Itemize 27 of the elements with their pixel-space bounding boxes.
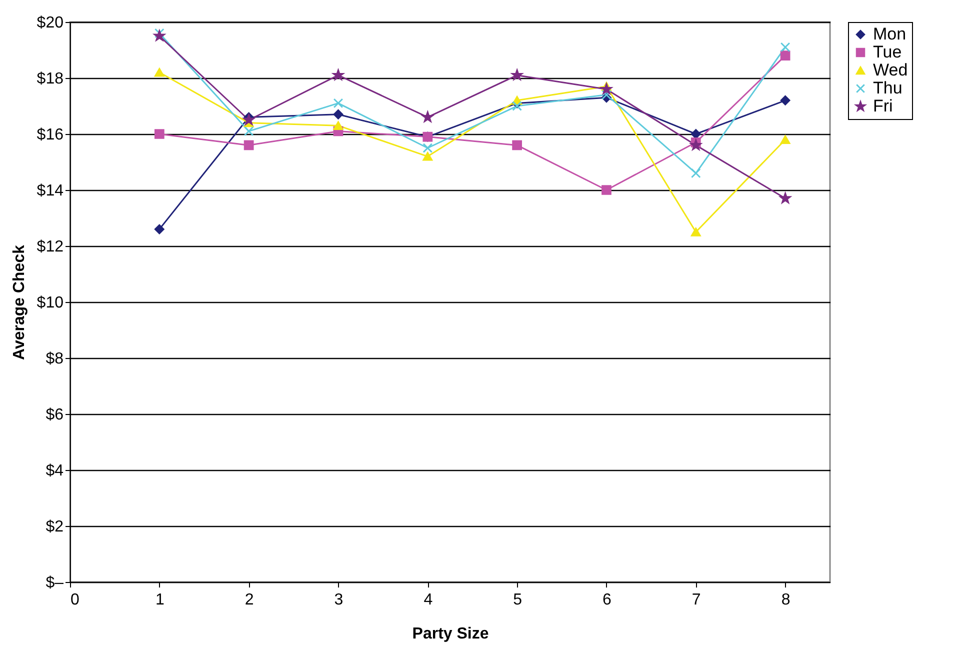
x-tick-label: 6: [602, 592, 612, 608]
legend-label: Wed: [873, 60, 908, 80]
x-tick-label: 8: [781, 592, 790, 608]
y-tick-label: $12: [36, 238, 64, 256]
x-tick-label: 1: [155, 592, 164, 608]
legend-label: Tue: [873, 42, 902, 62]
y-tick-label: $10: [36, 294, 64, 312]
y-tick-label: $–: [46, 574, 64, 592]
y-tick-label: $4: [46, 462, 64, 480]
y-tick-label: $6: [46, 406, 64, 424]
y-tick-label: $2: [46, 518, 64, 536]
legend-label: Thu: [873, 78, 902, 98]
y-tick-label: $18: [36, 70, 64, 88]
legend-label: Mon: [873, 24, 906, 44]
x-tick-label: 0: [70, 592, 80, 608]
y-tick-label: $20: [36, 14, 64, 32]
legend-label: Fri: [873, 96, 893, 116]
x-tick-label: 7: [692, 592, 701, 608]
x-tick-label: 5: [513, 592, 522, 608]
y-tick-label: $14: [36, 182, 64, 200]
y-tick-label: $8: [46, 350, 64, 368]
x-tick-label: 2: [244, 592, 254, 608]
x-tick-label: 4: [424, 592, 433, 608]
y-axis-title: Average Check: [10, 244, 28, 360]
y-tick-label: $16: [36, 126, 64, 144]
x-axis-title: Party Size: [412, 626, 489, 642]
x-tick-label: 3: [334, 592, 344, 608]
